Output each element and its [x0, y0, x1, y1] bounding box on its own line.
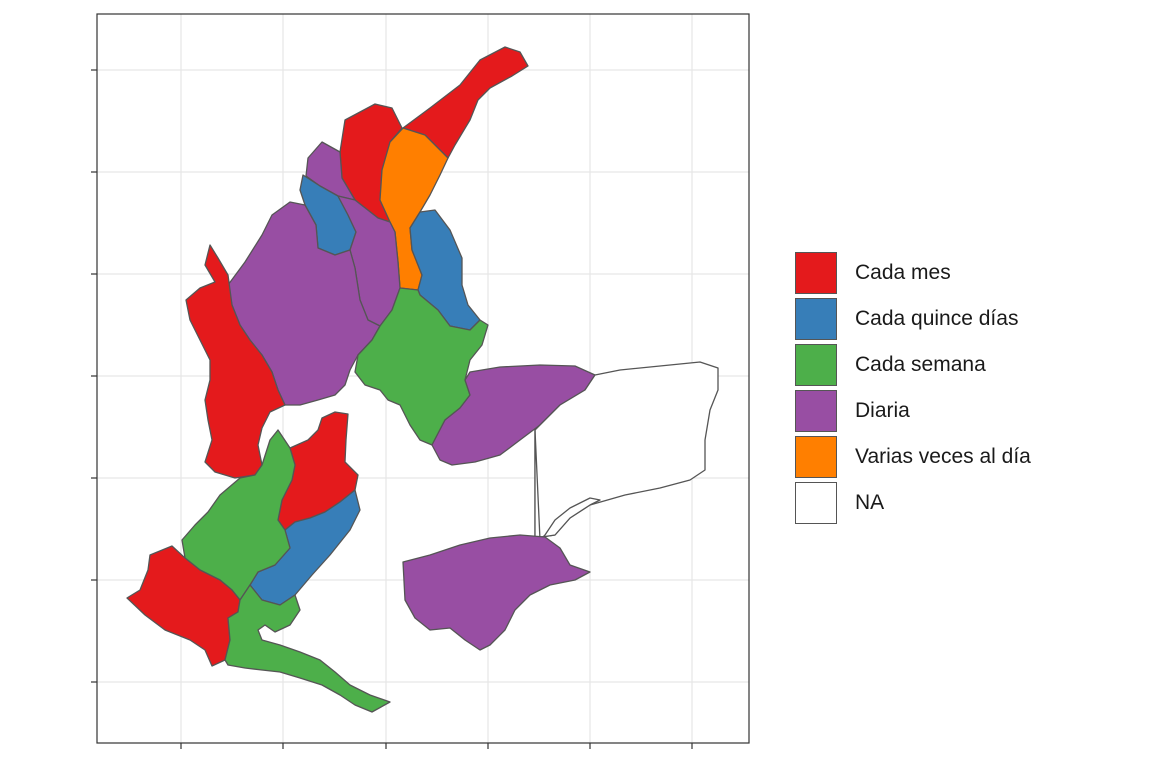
legend-label: Cada mes	[855, 261, 951, 284]
legend-item-diaria: Diaria	[795, 388, 1095, 434]
legend-swatch	[795, 252, 837, 294]
legend: Cada mes Cada quince días Cada semana Di…	[795, 250, 1095, 526]
legend-item-cada-mes: Cada mes	[795, 250, 1095, 296]
legend-swatch	[795, 390, 837, 432]
legend-item-cada-semana: Cada semana	[795, 342, 1095, 388]
map-region	[402, 534, 591, 651]
legend-label: Varias veces al día	[855, 445, 1031, 468]
map-region	[534, 361, 719, 539]
legend-item-cada-quince-dias: Cada quince días	[795, 296, 1095, 342]
map-region	[354, 287, 489, 446]
map-region	[224, 584, 391, 713]
map-region	[534, 429, 601, 541]
legend-label: Cada semana	[855, 353, 986, 376]
axis-ticks	[91, 69, 693, 749]
legend-swatch	[795, 298, 837, 340]
legend-label: NA	[855, 491, 885, 514]
legend-item-na: NA	[795, 480, 1095, 526]
legend-item-varias-veces-al-dia: Varias veces al día	[795, 434, 1095, 480]
legend-swatch	[795, 482, 837, 524]
legend-swatch	[795, 344, 837, 386]
legend-label: Cada quince días	[855, 307, 1019, 330]
panel-border	[96, 13, 750, 744]
map-regions	[126, 46, 719, 713]
legend-label: Diaria	[855, 399, 910, 422]
legend-swatch	[795, 436, 837, 478]
